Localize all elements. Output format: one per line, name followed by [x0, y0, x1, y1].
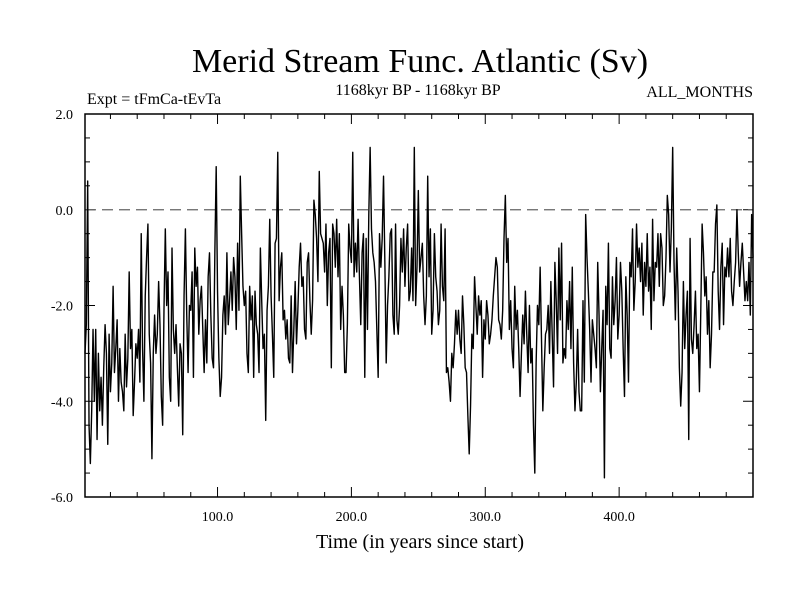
subtitle-period: 1168kyr BP - 1168kyr BP [335, 82, 500, 99]
y-tick-label: 0.0 [56, 204, 74, 219]
x-axis-label: Time (in years since start) [316, 531, 524, 553]
y-tick-label: -4.0 [51, 395, 73, 410]
subtitle-months: ALL_MONTHS [646, 84, 753, 101]
y-axis: 2.0 0.0 -2.0 -4.0 -6.0 [51, 108, 753, 506]
x-axis: 100.0 200.0 300.0 400.0 [109, 114, 727, 525]
subtitle-experiment: Expt = tFmCa-tEvTa [87, 91, 221, 108]
chart-title: Merid Stream Func. Atlantic (Sv) [192, 43, 648, 80]
x-tick-label: 400.0 [603, 510, 635, 525]
series-line [84, 146, 754, 479]
y-tick-label: -6.0 [51, 491, 73, 506]
x-tick-label: 200.0 [336, 510, 368, 525]
y-tick-label: 2.0 [56, 108, 74, 123]
plot-area [84, 113, 754, 498]
x-tick-label: 300.0 [470, 510, 502, 525]
y-tick-label: -2.0 [51, 300, 73, 315]
x-tick-label: 100.0 [202, 510, 234, 525]
